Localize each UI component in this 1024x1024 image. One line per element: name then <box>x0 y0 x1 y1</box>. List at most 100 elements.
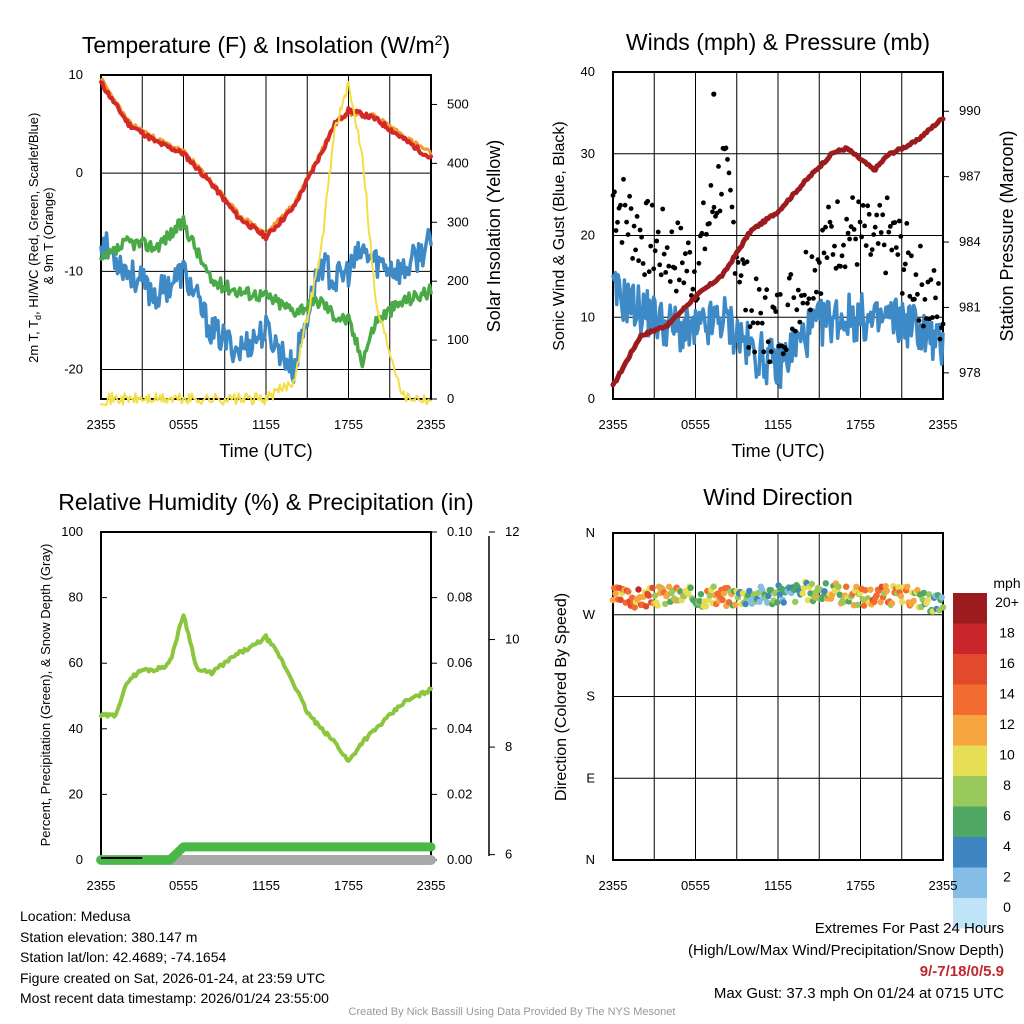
gust-point <box>803 249 809 255</box>
gust-point <box>818 291 824 296</box>
gust-point <box>646 269 652 275</box>
gust-point <box>881 242 887 248</box>
station-elevation: Station elevation: 380.147 m <box>20 928 198 945</box>
y2-tick-label-winds: 990 <box>959 103 981 118</box>
y2-tick-label-temperature: 0 <box>447 391 454 406</box>
wind-direction-point <box>939 604 947 611</box>
gust-point <box>886 229 892 235</box>
gust-point <box>747 324 753 330</box>
gust-point <box>850 195 855 201</box>
station-pressure-axis-label: Station Pressure (Maroon) <box>997 130 1017 341</box>
gust-point <box>817 260 822 265</box>
wind-direction-point <box>925 591 933 598</box>
gust-point <box>768 349 774 355</box>
gust-point <box>898 234 904 239</box>
speed-legend-swatch <box>953 623 987 654</box>
gust-point <box>866 211 872 217</box>
wind-direction-point <box>758 586 766 593</box>
gust-point <box>918 243 923 249</box>
wind-direction-point <box>764 599 771 606</box>
gust-point <box>729 204 735 210</box>
gust-point <box>707 221 712 226</box>
series-line-relative-humidity <box>99 613 433 763</box>
gust-point <box>893 245 899 251</box>
y-tick-label-winds: 10 <box>581 309 595 324</box>
y2-tick-label-precipitation: 0.00 <box>447 852 472 867</box>
y2-tick-label-winds: 981 <box>959 299 981 314</box>
gust-point <box>800 300 806 306</box>
y2-tick-label-precipitation: 0.08 <box>447 590 472 605</box>
gust-point <box>615 219 620 225</box>
wind-direction-point <box>739 590 747 597</box>
gust-point <box>792 328 798 334</box>
winds-x-axis-label: Time (UTC) <box>731 441 824 461</box>
series-line-2m-t <box>99 80 433 242</box>
gust-point <box>874 212 880 218</box>
gust-point <box>681 280 687 286</box>
gust-point <box>780 351 786 357</box>
gust-point <box>899 291 905 296</box>
gust-point <box>740 257 745 263</box>
gust-point <box>692 269 697 274</box>
gust-point <box>761 349 767 355</box>
gust-point <box>746 345 751 350</box>
gust-point <box>758 310 764 316</box>
y-tick-label-wind-direction: W <box>583 607 596 622</box>
y-tick-label-winds: 40 <box>581 64 595 79</box>
wind-direction-point <box>719 596 726 604</box>
temperature-panel-title: Temperature (F) & Insolation (W/m2) <box>82 32 450 58</box>
y-tick-label-winds: 20 <box>581 228 595 243</box>
series-line-solar-insolation <box>100 80 432 406</box>
y2-tick-label-precipitation: 0.02 <box>447 786 472 801</box>
x-tick-label-temperature: 0555 <box>169 417 198 432</box>
y2-tick-label-precipitation: 0.10 <box>447 524 472 539</box>
gust-point <box>743 307 748 313</box>
speed-legend-label: 0 <box>1003 899 1011 915</box>
gust-point <box>673 288 679 294</box>
y2-tick-label-temperature: 300 <box>447 214 469 229</box>
gust-point <box>701 200 706 206</box>
gust-point <box>842 264 848 270</box>
x-tick-label-humidity: 1155 <box>252 878 280 893</box>
y2-tick-label-temperature: 200 <box>447 273 469 288</box>
wind-direction-point <box>625 588 632 595</box>
y2-tick-label-precipitation: 0.06 <box>447 655 472 670</box>
gust-point <box>682 251 688 257</box>
gust-point <box>661 251 667 257</box>
gust-point <box>719 191 724 197</box>
wind-direction-point <box>706 592 713 599</box>
gust-point <box>940 321 946 327</box>
gust-point <box>621 176 626 182</box>
gust-point <box>764 287 770 293</box>
gust-point <box>753 276 759 282</box>
wind-direction-point <box>888 600 896 607</box>
y-tick-label-temperature: -10 <box>64 263 83 278</box>
gust-point <box>909 253 914 259</box>
gust-point <box>802 292 807 298</box>
extremes-values: 9/-7/18/0/5.9 <box>919 963 1004 980</box>
gust-point <box>812 267 818 273</box>
wind-direction-point <box>649 584 656 592</box>
gust-point <box>930 315 935 320</box>
wind-direction-point <box>867 586 874 593</box>
max-gust-text: Max Gust: 37.3 mph On 01/24 at 0715 UTC <box>713 984 1004 1002</box>
gust-point <box>630 256 635 261</box>
gust-point <box>731 219 736 225</box>
gust-point <box>649 202 655 208</box>
winds-panel-title: Winds (mph) & Pressure (mb) <box>626 29 930 55</box>
y3-tick-label-snow-depth: 6 <box>505 847 512 862</box>
humidity-y-axis-label: Percent, Precipitation (Green), & Snow D… <box>38 544 53 847</box>
gust-point <box>931 268 937 273</box>
gust-point <box>824 255 830 261</box>
wind-direction-point <box>617 596 624 603</box>
gust-point <box>624 219 629 225</box>
x-tick-label-humidity: 1755 <box>334 878 363 893</box>
gust-point <box>901 267 907 273</box>
wind-direction-point <box>873 592 880 599</box>
gust-point <box>863 243 869 249</box>
wind-direction-point <box>843 583 850 590</box>
gust-point <box>809 254 815 260</box>
gust-point <box>717 208 723 214</box>
speed-legend: 20+ 18 16 14 12 10 8 6 4 2 0 <box>953 593 1019 929</box>
y-tick-label-temperature: 0 <box>76 165 83 180</box>
